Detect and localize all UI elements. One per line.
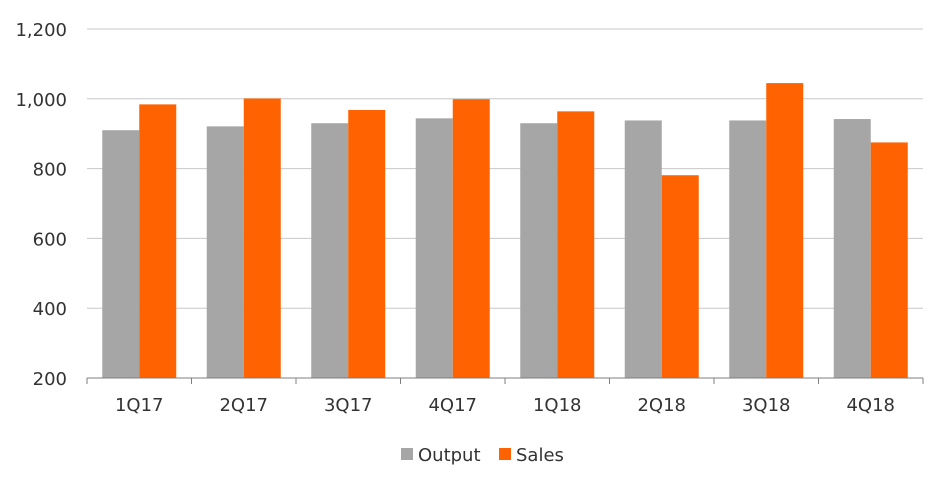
x-tick-label: 1Q18 [533,395,582,416]
bars [102,83,908,379]
bar-output-4q18 [833,119,871,379]
legend: Output Sales [401,445,564,466]
x-tick-label: 3Q17 [324,395,373,416]
x-tick-label: 2Q17 [219,395,268,416]
legend-swatch-sales [499,448,511,460]
bar-output-1q18 [520,123,558,378]
bar-output-1q17 [102,130,140,378]
y-tick-label: 800 [33,160,67,181]
x-tick-label: 4Q18 [846,395,895,416]
bar-sales-2q18 [661,175,699,378]
y-tick-label: 1,200 [15,20,67,41]
bar-sales-4q18 [870,142,908,378]
bar-output-3q17 [311,123,349,378]
legend-swatch-output [401,448,413,460]
legend-label-sales: Sales [516,445,564,466]
x-tick-label: 3Q18 [742,395,791,416]
bar-sales-4q17 [452,99,490,379]
bar-sales-1q17 [139,104,177,378]
bar-output-4q17 [415,118,453,379]
bar-sales-2q17 [243,98,281,379]
bar-sales-3q18 [766,83,804,378]
bar-sales-3q17 [348,109,386,378]
y-tick-label: 600 [33,229,67,250]
y-tick-label: 200 [33,369,67,390]
bar-sales-1q18 [557,111,595,378]
bar-output-3q18 [729,120,767,379]
x-tick-label: 1Q17 [115,395,164,416]
x-tick-label: 2Q18 [637,395,686,416]
legend-label-output: Output [418,445,481,466]
x-axis: 1Q17 2Q17 3Q17 4Q17 1Q18 2Q18 3Q18 4Q18 [86,377,924,416]
bar-output-2q17 [206,126,244,378]
y-tick-label: 1,000 [15,90,67,111]
x-tick-label: 4Q17 [428,395,477,416]
y-tick-label: 400 [33,299,67,320]
y-axis: 200 400 600 800 1,000 1,200 [15,20,67,390]
bar-output-2q18 [624,120,662,379]
